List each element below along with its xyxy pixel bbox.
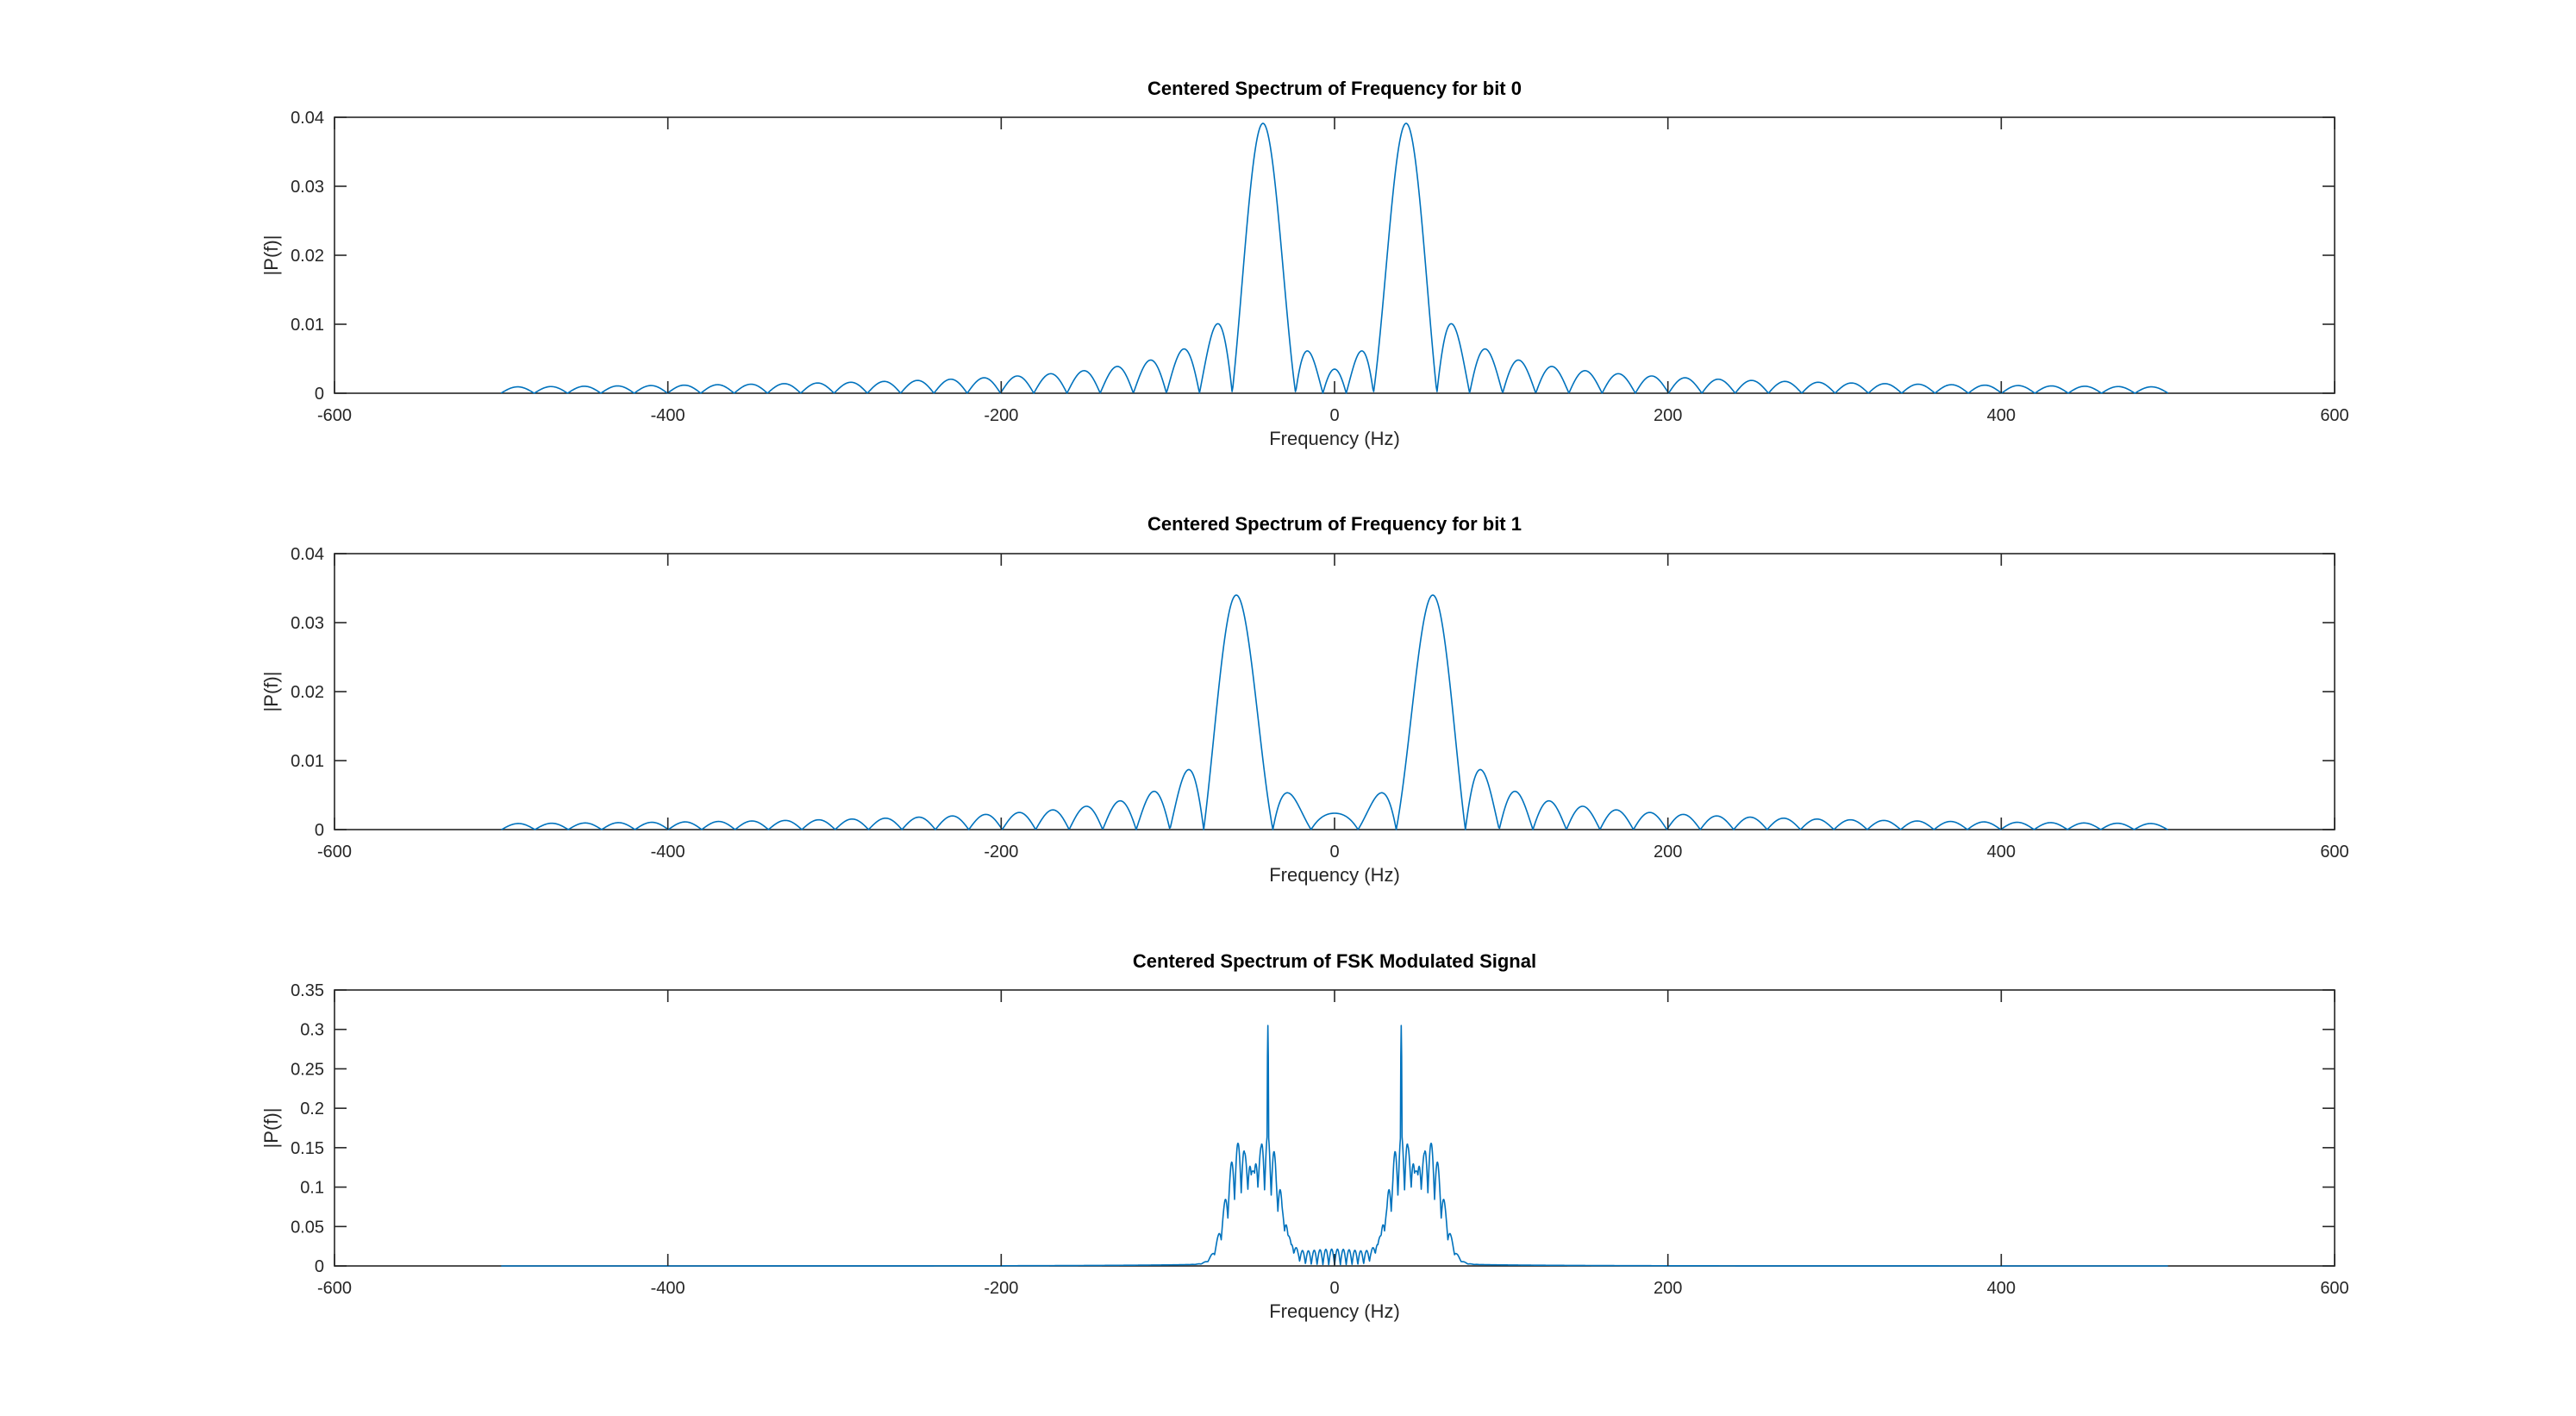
x-tick-label: -400 — [651, 406, 685, 425]
x-tick-label: 200 — [1654, 406, 1682, 425]
y-tick-label: 0.01 — [291, 316, 324, 335]
x-tick-label: -200 — [984, 843, 1018, 862]
y-axis-ticks: 0 0.01 0.02 0.03 0.04 — [291, 545, 2335, 840]
y-axis-label: |P(f)| — [260, 672, 282, 712]
y-axis-label: |P(f)| — [260, 235, 282, 276]
y-axis-label: |P(f)| — [260, 1108, 282, 1149]
x-tick-label: 600 — [2320, 843, 2348, 862]
chart-title: Centered Spectrum of Frequency for bit 0 — [1147, 78, 1522, 99]
chart-title: Centered Spectrum of FSK Modulated Signa… — [1133, 950, 1536, 972]
subplot-bit-1: Centered Spectrum of Frequency for bit 1… — [260, 513, 2349, 886]
x-tick-label: -600 — [317, 843, 352, 862]
x-tick-label: -200 — [984, 406, 1018, 425]
x-tick-label: 0 — [1329, 406, 1339, 425]
y-tick-label: 0 — [315, 821, 324, 840]
spectrum-line — [500, 122, 2169, 394]
y-tick-label: 0.03 — [291, 178, 324, 197]
y-tick-label: 0.04 — [291, 109, 324, 128]
y-tick-label: 0.02 — [291, 683, 324, 702]
x-axis-ticks: -600 -400 -200 0 200 400 600 — [317, 554, 2349, 862]
chart-title: Centered Spectrum of Frequency for bit 1 — [1147, 513, 1522, 535]
x-tick-label: 0 — [1329, 1279, 1339, 1298]
x-tick-label: 0 — [1329, 843, 1339, 862]
plot-area — [334, 989, 2335, 1267]
x-tick-label: 200 — [1654, 843, 1682, 862]
x-axis-ticks: -600 -400 -200 0 200 400 600 — [317, 117, 2349, 425]
x-axis-ticks: -600 -400 -200 0 200 400 600 — [317, 990, 2349, 1298]
x-tick-label: -400 — [651, 1279, 685, 1298]
x-tick-label: 600 — [2320, 406, 2348, 425]
y-tick-label: 0.02 — [291, 247, 324, 266]
y-tick-label: 0 — [315, 1257, 324, 1276]
y-tick-label: 0.04 — [291, 545, 324, 564]
y-tick-label: 0.35 — [291, 981, 324, 1000]
x-tick-label: -200 — [984, 1279, 1018, 1298]
y-tick-label: 0.1 — [300, 1179, 324, 1198]
y-tick-label: 0 — [315, 385, 324, 404]
y-tick-label: 0.2 — [300, 1100, 324, 1118]
series-group — [501, 594, 2168, 830]
y-tick-label: 0.3 — [300, 1021, 324, 1040]
x-axis-label: Frequency (Hz) — [1269, 428, 1400, 449]
x-tick-label: 200 — [1654, 1279, 1682, 1298]
x-axis-label: Frequency (Hz) — [1269, 1300, 1400, 1322]
series-group — [500, 122, 2169, 394]
subplot-fsk-signal: Centered Spectrum of FSK Modulated Signa… — [260, 950, 2349, 1322]
y-tick-label: 0.03 — [291, 614, 324, 633]
x-tick-label: -600 — [317, 1279, 352, 1298]
x-tick-label: 400 — [1987, 1279, 2016, 1298]
spectrum-line — [501, 594, 2168, 830]
plot-area — [334, 553, 2335, 830]
plot-area — [334, 116, 2335, 394]
x-tick-label: -400 — [651, 843, 685, 862]
y-tick-label: 0.05 — [291, 1218, 324, 1237]
y-axis-ticks: 0 0.01 0.02 0.03 0.04 — [291, 109, 2335, 404]
x-axis-label: Frequency (Hz) — [1269, 864, 1400, 886]
subplot-bit-0: Centered Spectrum of Frequency for bit 0… — [260, 78, 2349, 449]
y-tick-label: 0.25 — [291, 1060, 324, 1079]
y-axis-ticks: 0 0.05 0.1 0.15 0.2 0.25 0.3 0.35 — [291, 981, 2335, 1276]
x-tick-label: -600 — [317, 406, 352, 425]
x-tick-label: 600 — [2320, 1279, 2348, 1298]
x-tick-label: 400 — [1987, 406, 2016, 425]
x-tick-label: 400 — [1987, 843, 2016, 862]
y-tick-label: 0.01 — [291, 752, 324, 771]
y-tick-label: 0.15 — [291, 1139, 324, 1158]
